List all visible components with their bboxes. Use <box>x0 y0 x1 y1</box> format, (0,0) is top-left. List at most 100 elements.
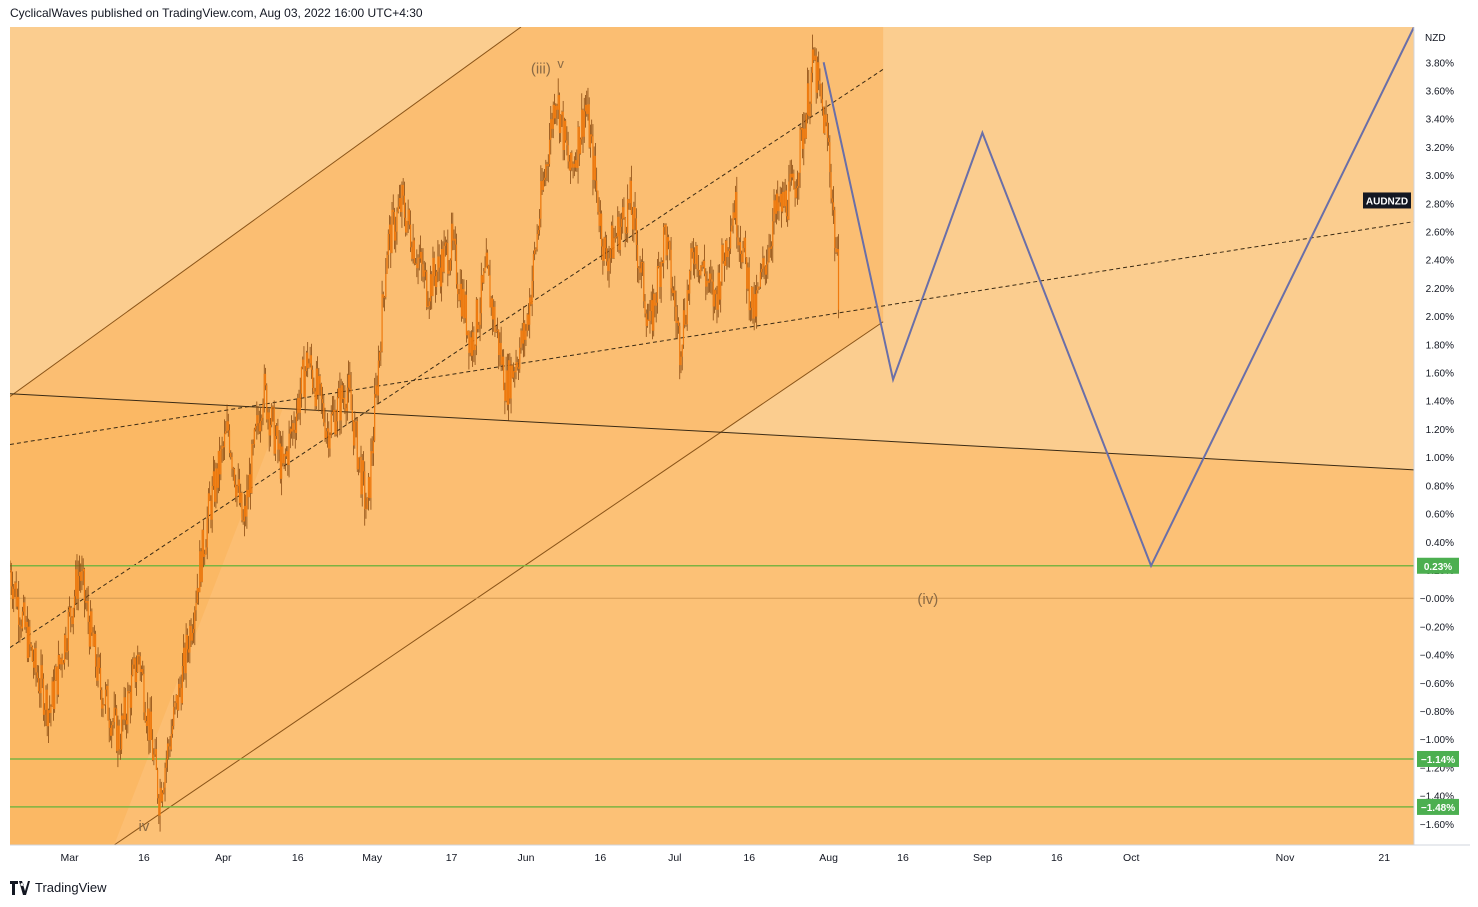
candle-body <box>271 406 273 425</box>
candle-body <box>537 230 539 234</box>
candle-body <box>578 126 580 154</box>
candle-body <box>308 363 310 368</box>
candle-body <box>806 83 809 115</box>
candle-body <box>109 727 112 736</box>
candle-body <box>357 457 360 470</box>
candle-body <box>808 83 810 117</box>
candle-body <box>153 754 155 761</box>
candle-body <box>228 430 231 454</box>
candle-body <box>152 739 154 761</box>
candle-body <box>349 374 351 389</box>
candle-body <box>119 749 121 751</box>
candle-body <box>711 279 713 282</box>
time-tick-label: Nov <box>1276 852 1295 864</box>
candle-body <box>325 431 327 439</box>
candle-body <box>665 224 667 256</box>
candle-body <box>467 330 469 336</box>
publisher-line: CyclicalWaves published on TradingView.c… <box>10 6 423 20</box>
price-tick-label: −0.40% <box>1420 651 1454 662</box>
candle-body <box>56 666 58 695</box>
candle-body <box>478 324 480 330</box>
candle-body <box>128 691 130 693</box>
candle-body <box>416 263 418 269</box>
candle-body <box>37 677 40 692</box>
candle-body <box>185 634 187 674</box>
candle-body <box>468 330 470 353</box>
candle-body <box>371 451 373 454</box>
candle-body <box>299 393 301 413</box>
candle-body <box>252 444 254 445</box>
candle-body <box>630 180 632 215</box>
candle-body <box>488 265 490 276</box>
candle-body <box>250 474 252 494</box>
candle-body <box>728 248 730 251</box>
candle-body <box>481 275 484 283</box>
candle-body <box>570 152 572 171</box>
candle-body <box>723 260 726 266</box>
candle-body <box>354 422 356 446</box>
projection-line <box>822 26 1415 569</box>
candle-body <box>219 450 221 475</box>
candle-body <box>712 281 714 307</box>
chart-area[interactable]: (iii) v iv (iv) NZD 3.80% 3.60% 3.40% 3.20% 3.00… <box>9 26 1470 872</box>
candle-body <box>285 451 288 457</box>
candle-body <box>836 249 838 253</box>
candle-body <box>288 433 290 465</box>
candle-body <box>638 267 640 269</box>
candle-body <box>757 286 759 291</box>
time-tick-label: 16 <box>897 852 909 864</box>
footer-brand[interactable]: TradingView <box>10 880 107 895</box>
candle-body <box>123 697 125 720</box>
wave-label: iv <box>139 818 150 835</box>
level-price-tag <box>1417 750 1459 767</box>
candle-body <box>768 247 770 262</box>
candle-body <box>400 198 402 213</box>
candle-body <box>30 644 32 648</box>
candle-body <box>302 359 304 368</box>
candle-body <box>599 213 601 226</box>
candle-body <box>454 238 456 245</box>
candle-body <box>612 225 614 259</box>
candle-body <box>125 720 128 725</box>
price-candles <box>9 34 840 832</box>
candle-body <box>516 362 518 368</box>
candle-body <box>742 248 744 263</box>
candle-body <box>241 492 243 521</box>
candle-body <box>336 397 339 422</box>
candle-body <box>221 446 223 449</box>
candle-body <box>561 111 563 115</box>
candle-body <box>9 569 11 571</box>
candle-body <box>810 72 812 104</box>
candle-body <box>238 479 241 503</box>
candle-body <box>226 421 228 432</box>
candle-body <box>276 425 278 436</box>
candle-body <box>248 474 250 498</box>
level-price-tag-label: −1.48% <box>1421 803 1455 814</box>
chart-svg[interactable]: (iii) v iv (iv) NZD 3.80% 3.60% 3.40% 3.20% 3.00… <box>9 26 1470 872</box>
candle-body <box>135 672 138 683</box>
price-tick-label: −0.80% <box>1420 707 1454 718</box>
candle-body <box>706 280 708 287</box>
candle-body <box>767 261 769 265</box>
candle-body <box>521 330 523 344</box>
candle-body <box>45 689 47 710</box>
candle-body <box>741 253 743 263</box>
footer-brand-label: TradingView <box>35 880 107 895</box>
candle-body <box>834 210 836 249</box>
candle-body <box>274 435 277 454</box>
time-axis: Mar 16 Apr 16 May 17 Jun 16 Jul 16 Aug 16 Sep 16 Oct No… <box>10 844 1470 872</box>
candle-body <box>831 198 833 203</box>
candle-body <box>667 237 670 242</box>
candle-body <box>210 500 212 520</box>
candle-body <box>352 420 355 446</box>
candle-body <box>60 658 62 665</box>
candle-body <box>450 223 453 261</box>
candle-body <box>381 294 383 352</box>
candle-body <box>460 283 463 317</box>
candle-body <box>21 611 24 629</box>
candle-body <box>769 247 771 249</box>
candle-body <box>720 281 722 300</box>
candle-body <box>479 313 481 325</box>
candle-body <box>804 128 806 139</box>
candle-body <box>633 206 635 230</box>
